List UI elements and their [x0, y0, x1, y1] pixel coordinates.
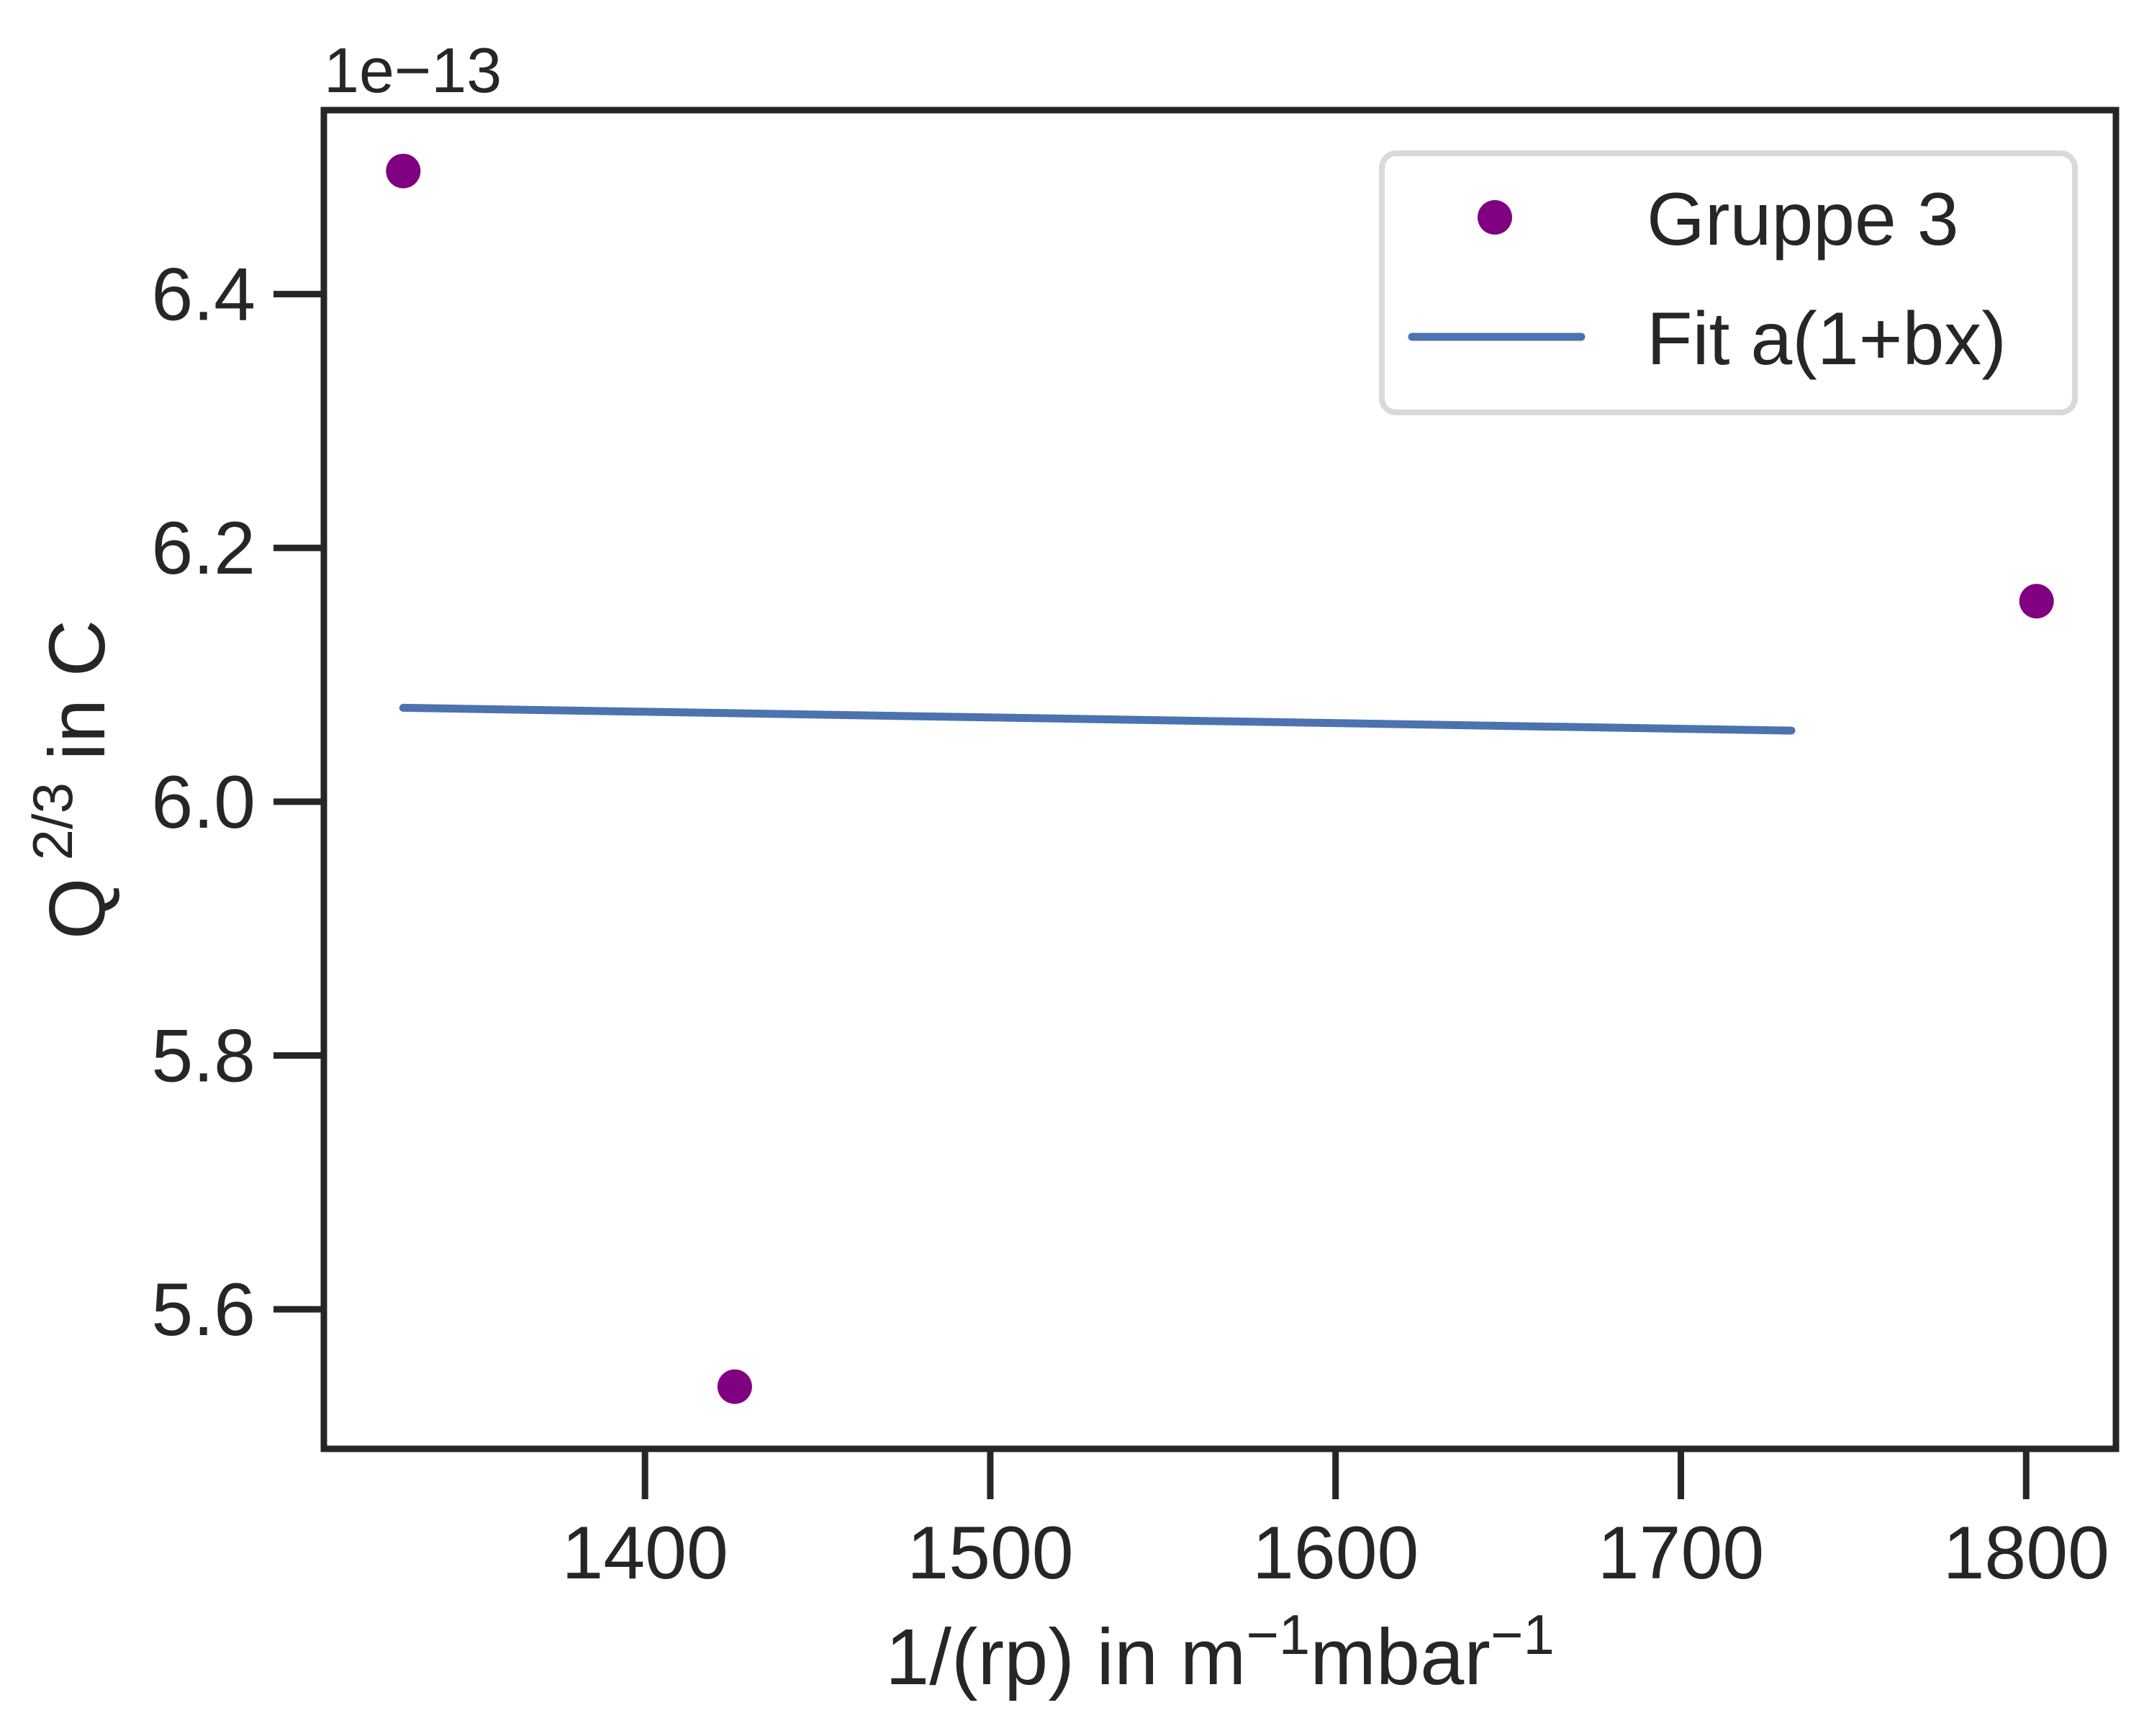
- data-point-3: [2019, 584, 2054, 619]
- x-tick-label-1400: 1400: [562, 1511, 728, 1595]
- y-axis: 5.6 5.8 6.0 6.2 6.4: [151, 253, 324, 1352]
- legend-frame: [1379, 150, 2078, 415]
- y-axis-label: Q2/3 in C: [21, 620, 122, 939]
- offset-text: 1e−13: [324, 35, 502, 106]
- y-tick-label-6.4: 6.4: [151, 253, 255, 337]
- legend-marker-gruppe-3: [1478, 200, 1512, 235]
- series-layer: [386, 153, 2054, 1404]
- x-tick-label-1600: 1600: [1252, 1511, 1419, 1595]
- data-point-2: [717, 1369, 752, 1404]
- fit-line: [399, 703, 1796, 735]
- x-axis-label: 1/(rp) in m−1mbar−1: [885, 1603, 1555, 1701]
- legend-label-fit: Fit a(1+bx): [1647, 297, 2007, 381]
- y-tick-label-5.6: 5.6: [151, 1268, 255, 1352]
- x-axis: 1400 1500 1600 1700 1800: [562, 1449, 2109, 1595]
- y-tick-label-6.2: 6.2: [151, 507, 255, 590]
- x-tick-label-1800: 1800: [1943, 1511, 2109, 1595]
- legend: Gruppe 3 Fit a(1+bx): [1379, 150, 2078, 415]
- plot-frame: [320, 107, 2120, 1452]
- data-point-1: [386, 153, 421, 189]
- x-tick-label-1500: 1500: [907, 1511, 1073, 1595]
- y-tick-label-5.8: 5.8: [151, 1014, 255, 1098]
- x-tick-label-1700: 1700: [1598, 1511, 1764, 1595]
- legend-label-gruppe-3: Gruppe 3: [1647, 178, 1959, 261]
- y-tick-label-6.0: 6.0: [151, 761, 255, 844]
